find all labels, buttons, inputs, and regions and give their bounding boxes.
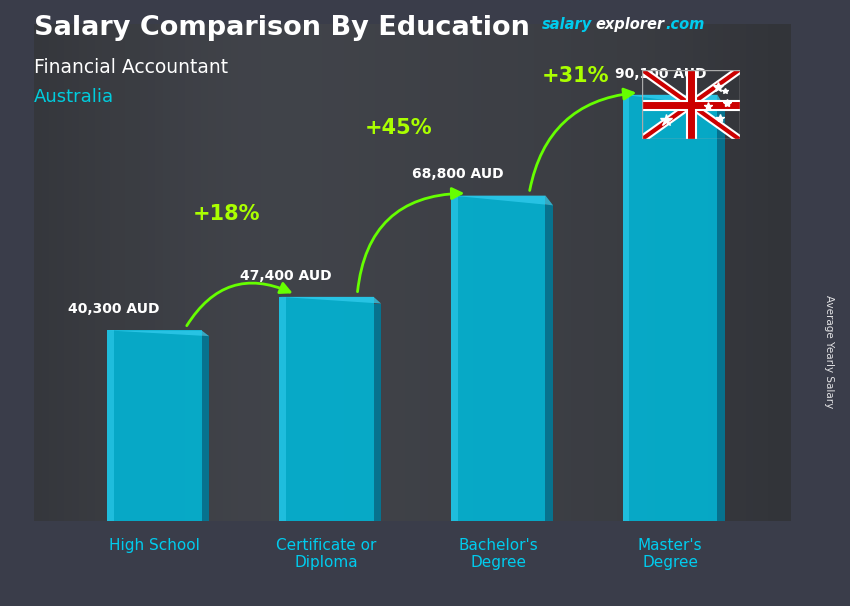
Text: explorer: explorer	[595, 17, 664, 32]
Bar	[623, 95, 630, 521]
Bar	[451, 196, 546, 521]
Bar	[279, 297, 286, 521]
Polygon shape	[451, 196, 553, 205]
Text: 90,100 AUD: 90,100 AUD	[615, 67, 706, 81]
Polygon shape	[279, 297, 381, 304]
Text: Salary Comparison By Education: Salary Comparison By Education	[34, 15, 530, 41]
Bar	[451, 196, 457, 521]
Text: 40,300 AUD: 40,300 AUD	[68, 302, 160, 316]
Bar	[623, 95, 717, 521]
Polygon shape	[623, 95, 725, 107]
Text: .com: .com	[666, 17, 705, 32]
Polygon shape	[107, 330, 209, 336]
Text: +45%: +45%	[365, 118, 433, 138]
Bar	[107, 330, 201, 521]
Bar	[107, 330, 114, 521]
Bar	[546, 205, 553, 521]
Text: 68,800 AUD: 68,800 AUD	[412, 167, 504, 181]
Text: salary: salary	[542, 17, 592, 32]
Bar	[201, 336, 209, 521]
Bar	[717, 107, 725, 521]
Bar	[373, 304, 381, 521]
Text: +18%: +18%	[193, 204, 260, 224]
Text: Australia: Australia	[34, 88, 114, 106]
Text: +31%: +31%	[541, 66, 609, 86]
Text: Financial Accountant: Financial Accountant	[34, 58, 228, 76]
Bar	[279, 297, 373, 521]
Text: Average Yearly Salary: Average Yearly Salary	[824, 295, 834, 408]
Text: 47,400 AUD: 47,400 AUD	[241, 268, 332, 282]
